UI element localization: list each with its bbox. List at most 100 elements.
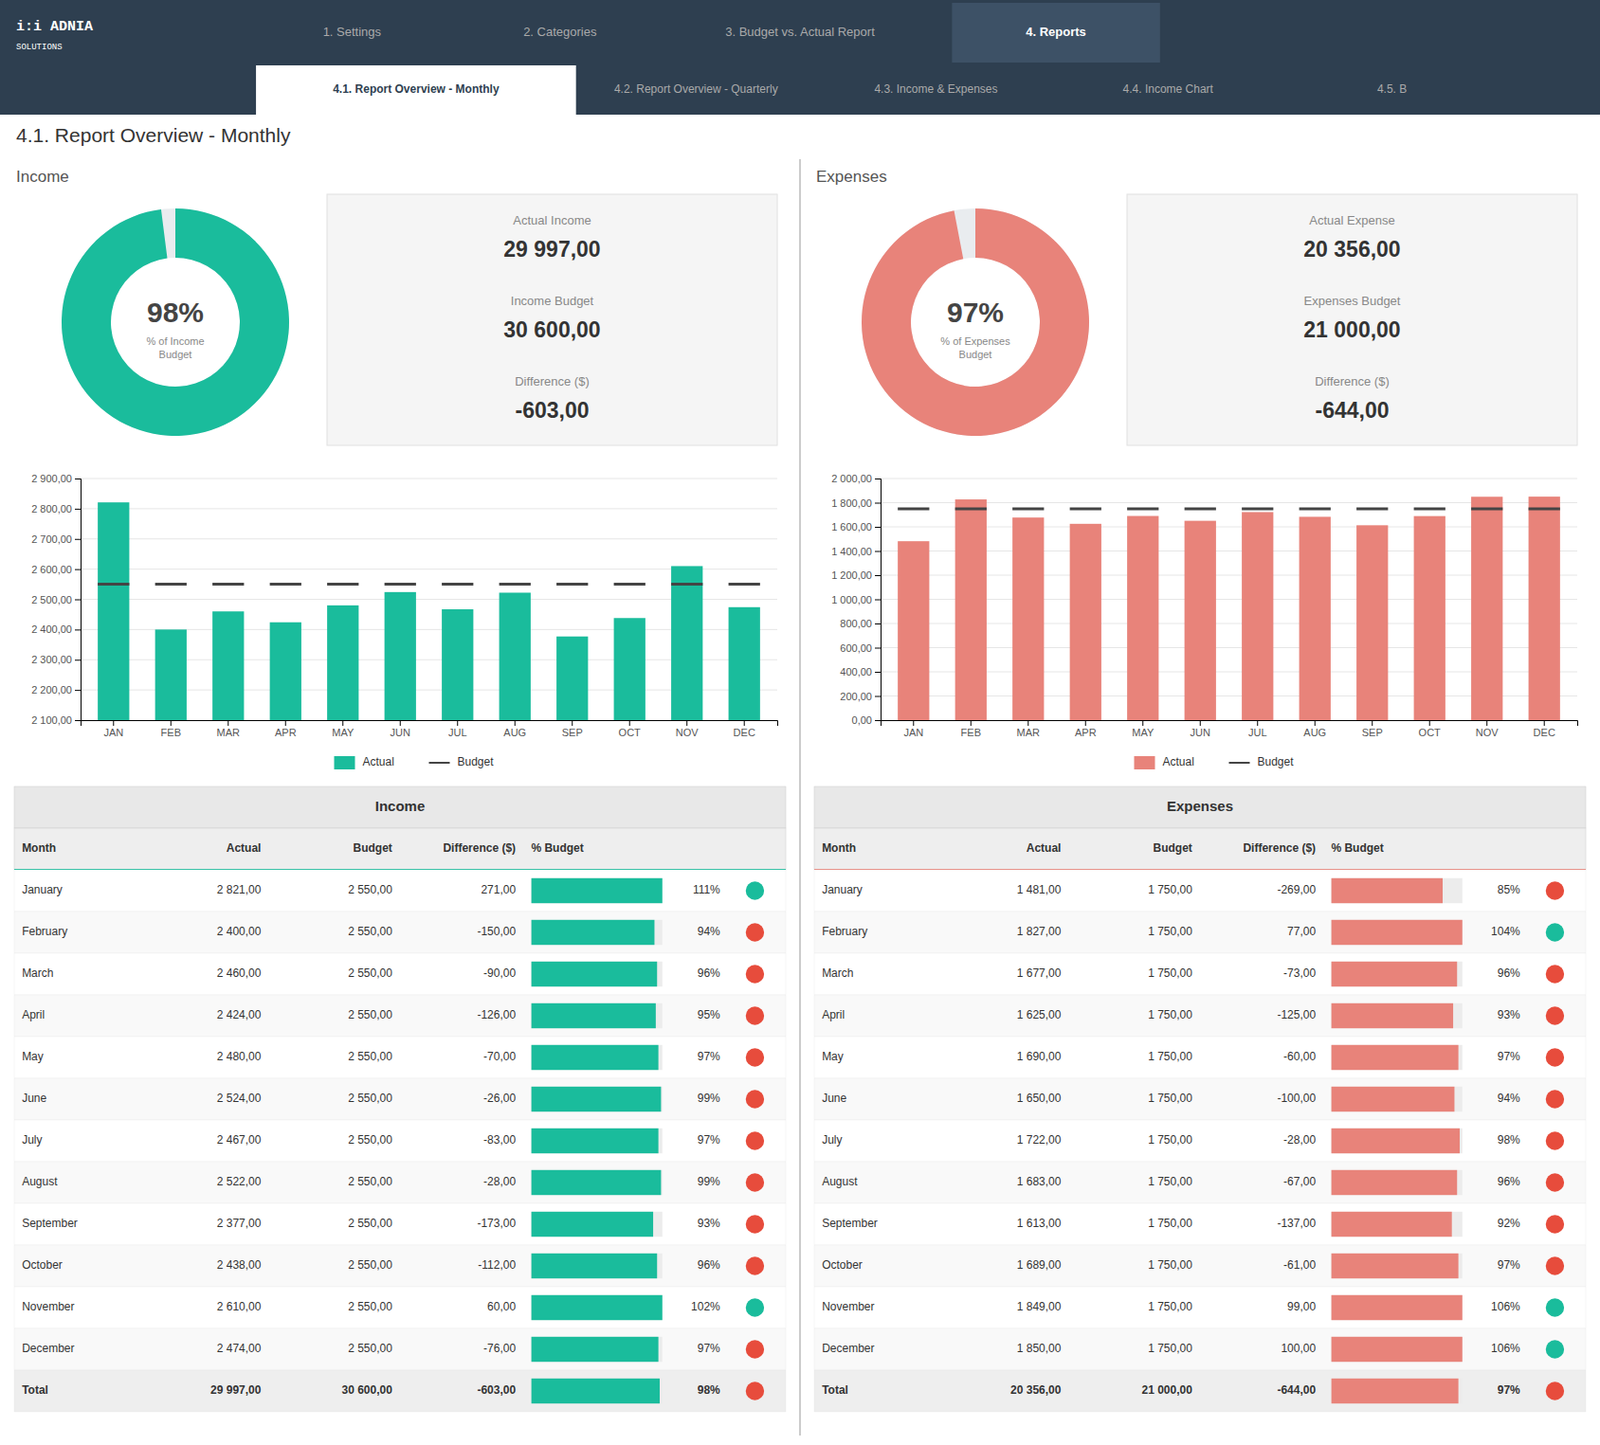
- budget-dash: [1528, 507, 1561, 510]
- stats-value: -644,00: [1314, 398, 1389, 423]
- nav-item[interactable]: 1. Settings: [323, 24, 382, 39]
- donut-label: % of IncomeBudget: [145, 335, 204, 361]
- y-tick-label: 1 400,00: [831, 545, 873, 558]
- table-row: March2 460,002 550,00-90,0096%: [14, 953, 786, 996]
- sub-nav-item[interactable]: 4.2. Report Overview - Quarterly: [614, 82, 779, 96]
- plot-area: [97, 502, 761, 721]
- table-row-bg: [814, 995, 1586, 1037]
- pct-label: 106%: [1490, 1342, 1521, 1356]
- table-row-bg: [814, 1203, 1586, 1246]
- bar: [556, 636, 588, 721]
- pct-label: 92%: [1497, 1217, 1521, 1231]
- pct-track: [1330, 1003, 1462, 1029]
- donut-track: [861, 208, 1090, 437]
- table-month: October: [21, 1258, 63, 1273]
- table-header: Actual: [226, 841, 262, 855]
- table-row: August2 522,002 550,00-28,0099%: [14, 1162, 786, 1204]
- legend: ActualBudget: [334, 755, 495, 770]
- y-tick: 2 200,00: [31, 684, 81, 696]
- donut-label-line: Budget: [959, 348, 993, 361]
- x-tick-label: MAY: [1131, 727, 1155, 739]
- pct-bar-area: [1330, 1379, 1458, 1404]
- budget-dash: [897, 507, 929, 510]
- y-tick-mark: [74, 720, 81, 722]
- nav-item[interactable]: 3. Budget vs. Actual Report: [725, 24, 875, 39]
- nav-item[interactable]: 2. Categories: [523, 24, 598, 39]
- sub-nav-item[interactable]: 4.5. B: [1377, 82, 1407, 96]
- table-cell: 1 750,00: [1147, 1091, 1193, 1106]
- table-cell: 30 600,00: [341, 1383, 393, 1398]
- x-tick-mark: [1371, 720, 1373, 727]
- pct-bar: [530, 1045, 658, 1071]
- x-tick: OCT: [618, 720, 642, 739]
- pct-bar: [1330, 878, 1443, 904]
- table-row: August1 683,001 750,00-67,0096%: [814, 1162, 1586, 1204]
- y-tick-label: 2 600,00: [31, 563, 73, 576]
- table-row-bg: [814, 953, 1586, 996]
- x-tick-label: AUG: [503, 727, 527, 739]
- sub-nav-item[interactable]: 4.1. Report Overview - Monthly: [332, 82, 500, 96]
- bar: [1241, 511, 1273, 721]
- x-tick-label: OCT: [618, 727, 642, 739]
- table-cell: 2 424,00: [217, 1008, 262, 1022]
- pct-track: [530, 1337, 662, 1363]
- table-month: March: [21, 966, 54, 981]
- legend-swatch: [429, 762, 451, 764]
- status-dot: [1545, 1381, 1564, 1400]
- donut-value: 98%: [146, 296, 204, 328]
- budget-dash: [1299, 507, 1331, 510]
- y-tick-mark: [74, 478, 81, 480]
- table-cell: 2 400,00: [217, 925, 262, 939]
- table-row-bg: [814, 1370, 1586, 1413]
- table-row: December1 850,001 750,00100,00106%: [814, 1328, 1586, 1371]
- status-dot: [1545, 1090, 1564, 1109]
- status-dot: [745, 1381, 764, 1400]
- grid-line: [80, 508, 778, 510]
- y-axis-line: [74, 479, 82, 722]
- pct-bar: [1330, 962, 1457, 987]
- y-tick: 2 300,00: [31, 654, 81, 666]
- y-tick-mark: [74, 569, 81, 571]
- stats-label: Difference ($): [1314, 374, 1390, 389]
- status-dot: [745, 1131, 764, 1150]
- bar: [1127, 516, 1159, 721]
- dashboard-canvas: i:i ADNIASOLUTIONS1. Settings2. Categori…: [0, 0, 1600, 1445]
- x-axis: JANFEBMARAPRMAYJUNJULAUGSEPOCTNOVDEC: [81, 720, 779, 739]
- donut-label-line: Budget: [159, 348, 193, 361]
- table-cell: -60,00: [1283, 1050, 1316, 1064]
- pct-bar-area: [1330, 920, 1462, 946]
- pct-label: 97%: [1497, 1258, 1521, 1273]
- status-dot: [1545, 1173, 1564, 1192]
- y-tick-label: 2 300,00: [31, 654, 73, 666]
- table-month: September: [821, 1217, 878, 1231]
- pct-label: 98%: [1497, 1133, 1521, 1147]
- x-axis: JANFEBMARAPRMAYJUNJULAUGSEPOCTNOVDEC: [881, 720, 1579, 739]
- pct-track: [530, 1212, 662, 1237]
- budget-dash: [1471, 507, 1503, 510]
- table-cell: 1 750,00: [1147, 1050, 1193, 1064]
- y-tick: 2 800,00: [31, 503, 81, 515]
- donut-arc: [61, 208, 290, 437]
- x-tick: APR: [1074, 720, 1097, 739]
- donut-label-line: % of Expenses: [940, 335, 1011, 347]
- y-axis: 0,00200,00400,00600,00800,001 000,001 20…: [831, 472, 881, 727]
- sub-nav-item[interactable]: 4.4. Income Chart: [1123, 82, 1215, 96]
- table-cell: 2 550,00: [347, 1342, 393, 1356]
- x-tick-mark: [285, 720, 287, 727]
- table-header: Difference ($): [1242, 841, 1316, 855]
- y-tick: 600,00: [839, 642, 881, 655]
- budget-dash: [384, 582, 417, 586]
- table-row: Total20 356,0021 000,00-644,0097%: [814, 1370, 1586, 1413]
- table-row: May2 480,002 550,00-70,0097%: [14, 1036, 786, 1079]
- page-title: 4.1. Report Overview - Monthly: [16, 124, 291, 146]
- nav-active-bg: [951, 2, 1160, 63]
- table-row-bg: [14, 1328, 786, 1371]
- table-cell: 1 827,00: [1017, 925, 1062, 939]
- nav-item[interactable]: 4. Reports: [1025, 24, 1087, 39]
- plot-area: [897, 496, 1561, 721]
- table-row-bg: [14, 953, 786, 996]
- sub-nav-item[interactable]: 4.3. Income & Expenses: [873, 82, 998, 96]
- table-month: September: [21, 1217, 78, 1231]
- table-row-bg: [14, 1245, 786, 1288]
- sub-nav-bar: [0, 65, 1600, 115]
